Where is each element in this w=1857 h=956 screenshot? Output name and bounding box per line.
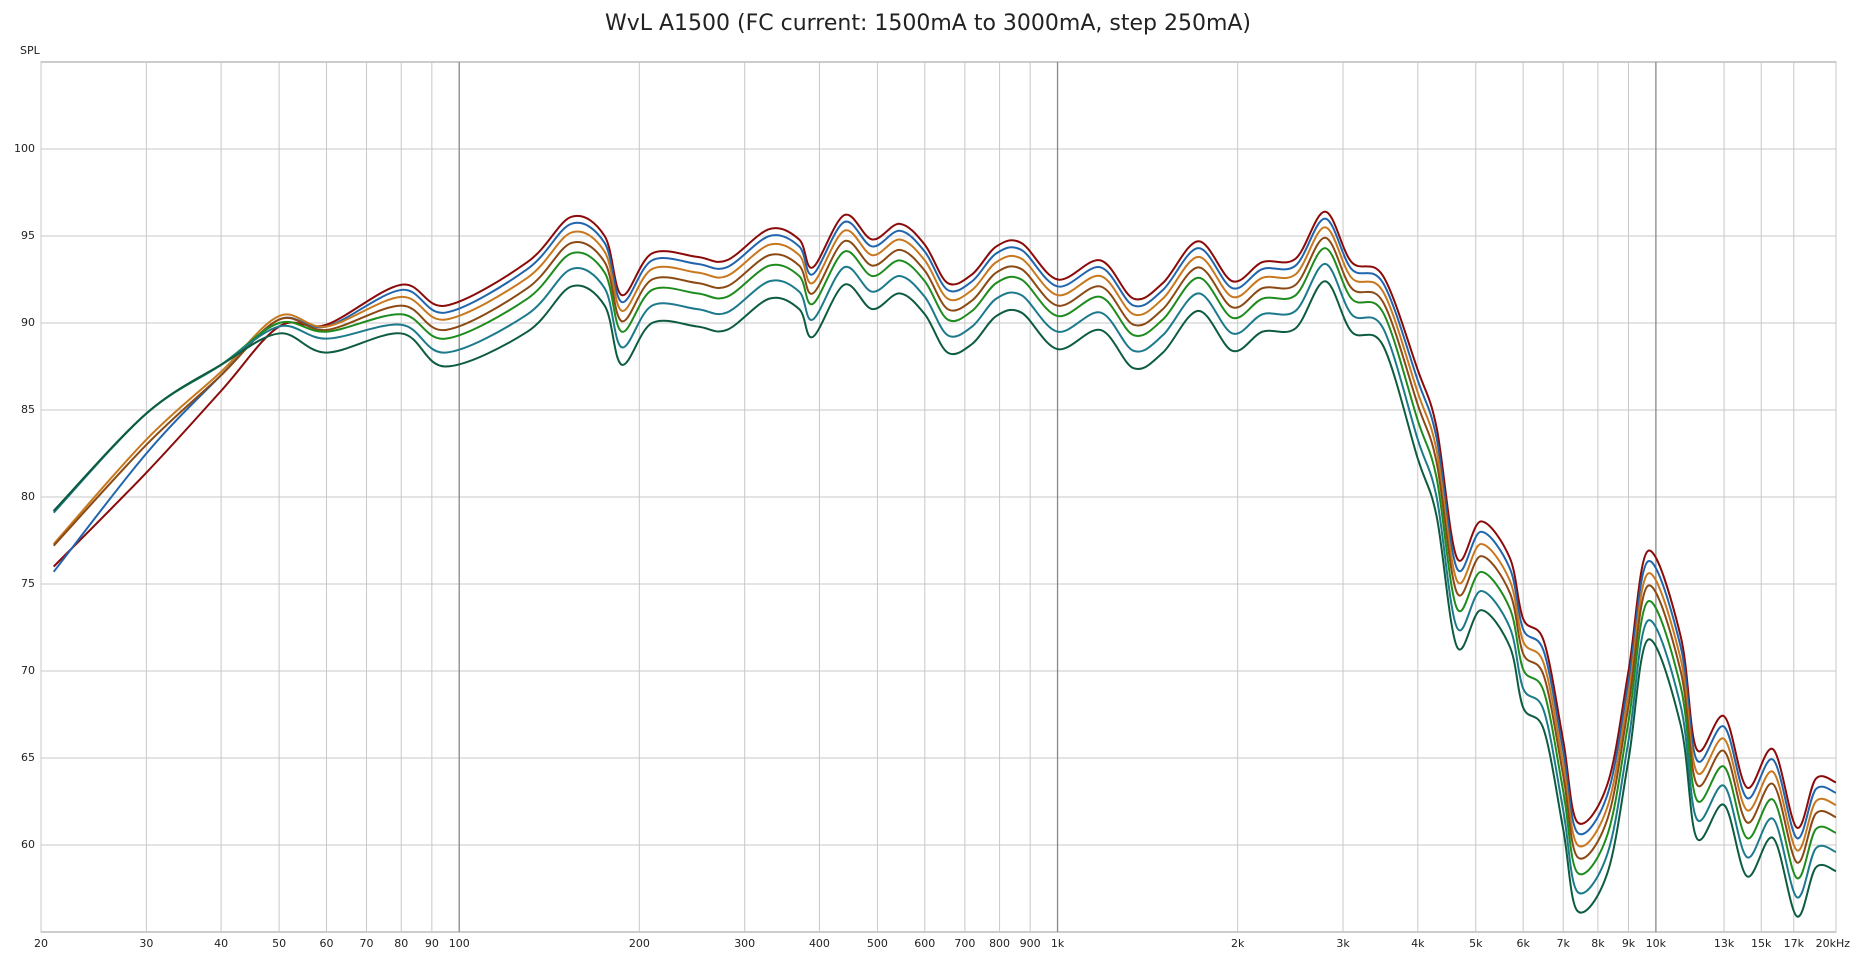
x-tick-label: 80 — [394, 937, 408, 950]
series-line — [52, 210, 1837, 829]
x-tick-label: 300 — [734, 937, 755, 950]
series-line — [52, 217, 1837, 840]
x-tick-label: 90 — [425, 937, 439, 950]
series-line — [52, 247, 1837, 880]
x-tick-label: 60 — [319, 937, 333, 950]
y-axis-label: SPL — [20, 44, 41, 57]
series-line — [52, 280, 1837, 918]
x-tick-label: 800 — [989, 937, 1010, 950]
x-tick-label: 8k — [1591, 937, 1605, 950]
y-tick-label: 90 — [21, 316, 35, 329]
y-tick-label: 80 — [21, 490, 35, 503]
y-tick-label: 75 — [21, 577, 35, 590]
x-tick-label: 15k — [1751, 937, 1772, 950]
chart-title: WvL A1500 (FC current: 1500mA to 3000mA,… — [605, 11, 1251, 36]
x-tick-label: 6k — [1516, 937, 1530, 950]
x-tick-label: 13k — [1714, 937, 1735, 950]
x-tick-label: 5k — [1469, 937, 1483, 950]
x-tick-label: 30 — [139, 937, 153, 950]
x-tick-label: 17k — [1784, 937, 1805, 950]
y-tick-label: 65 — [21, 751, 35, 764]
y-tick-label: 85 — [21, 403, 35, 416]
x-tick-label: 1k — [1051, 937, 1065, 950]
x-tick-label: 20 — [34, 937, 48, 950]
x-tick-label: 500 — [867, 937, 888, 950]
x-tick-label: 3k — [1336, 937, 1350, 950]
x-tick-label: 2k — [1231, 937, 1245, 950]
series-line — [52, 226, 1837, 852]
x-tick-label: 70 — [360, 937, 374, 950]
x-tick-label: 600 — [914, 937, 935, 950]
y-tick-label: 70 — [21, 664, 35, 677]
series-line — [52, 236, 1837, 864]
x-tick-label: 9k — [1622, 937, 1636, 950]
x-tick-label: 700 — [954, 937, 975, 950]
x-tick-label: 10k — [1646, 937, 1667, 950]
x-tick-label: 20kHz — [1816, 937, 1851, 950]
x-tick-label: 200 — [629, 937, 650, 950]
x-tick-label: 50 — [272, 937, 286, 950]
y-tick-label: 100 — [14, 142, 35, 155]
x-tick-label: 4k — [1411, 937, 1425, 950]
x-tick-label: 900 — [1020, 937, 1041, 950]
y-tick-label: 95 — [21, 229, 35, 242]
x-tick-label: 40 — [214, 937, 228, 950]
y-tick-label: 60 — [21, 838, 35, 851]
x-tick-label: 100 — [449, 937, 470, 950]
series-line — [52, 262, 1837, 899]
x-tick-label: 7k — [1557, 937, 1571, 950]
x-tick-label: 400 — [809, 937, 830, 950]
